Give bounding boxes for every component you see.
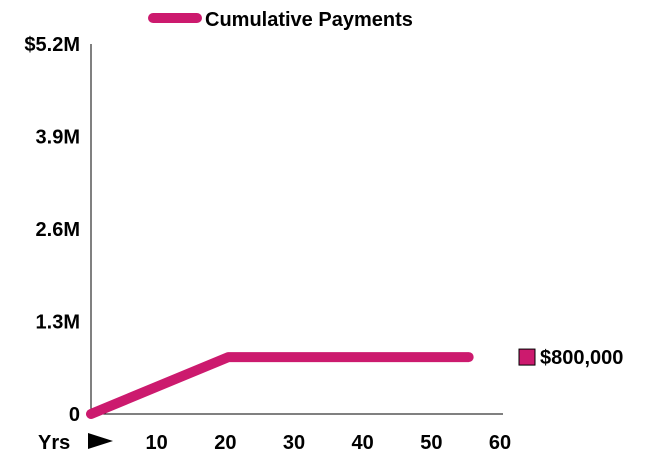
legend: Cumulative Payments [148,9,413,31]
y-axis-tick-labels: 0 1.3M 2.6M 3.9M $5.2M [24,34,80,426]
series-line-cumulative-payments [86,352,474,419]
end-annotation: $800,000 [518,347,623,369]
y-tick-label: 2.6M [36,219,80,241]
end-annotation-swatch [518,348,536,366]
x-tick-label: 50 [420,432,442,454]
x-tick-label: 10 [146,432,168,454]
x-tick-label: 40 [352,432,374,454]
x-tick-label: 20 [214,432,236,454]
x-tick-label: 30 [283,432,305,454]
series-layer [86,352,474,419]
x-tick-label: 60 [489,432,511,454]
x-axis-tick-labels: 10 20 30 40 50 60 [146,432,512,454]
y-tick-label: 1.3M [36,312,80,334]
y-tick-label: $5.2M [24,34,80,56]
legend-label: Cumulative Payments [205,9,413,31]
x-axis-start-label: Yrs [38,432,70,454]
x-axis-arrow-icon [88,433,113,449]
y-tick-label: 0 [69,404,80,426]
end-annotation-label: $800,000 [540,347,623,369]
y-tick-label: 3.9M [36,127,80,149]
